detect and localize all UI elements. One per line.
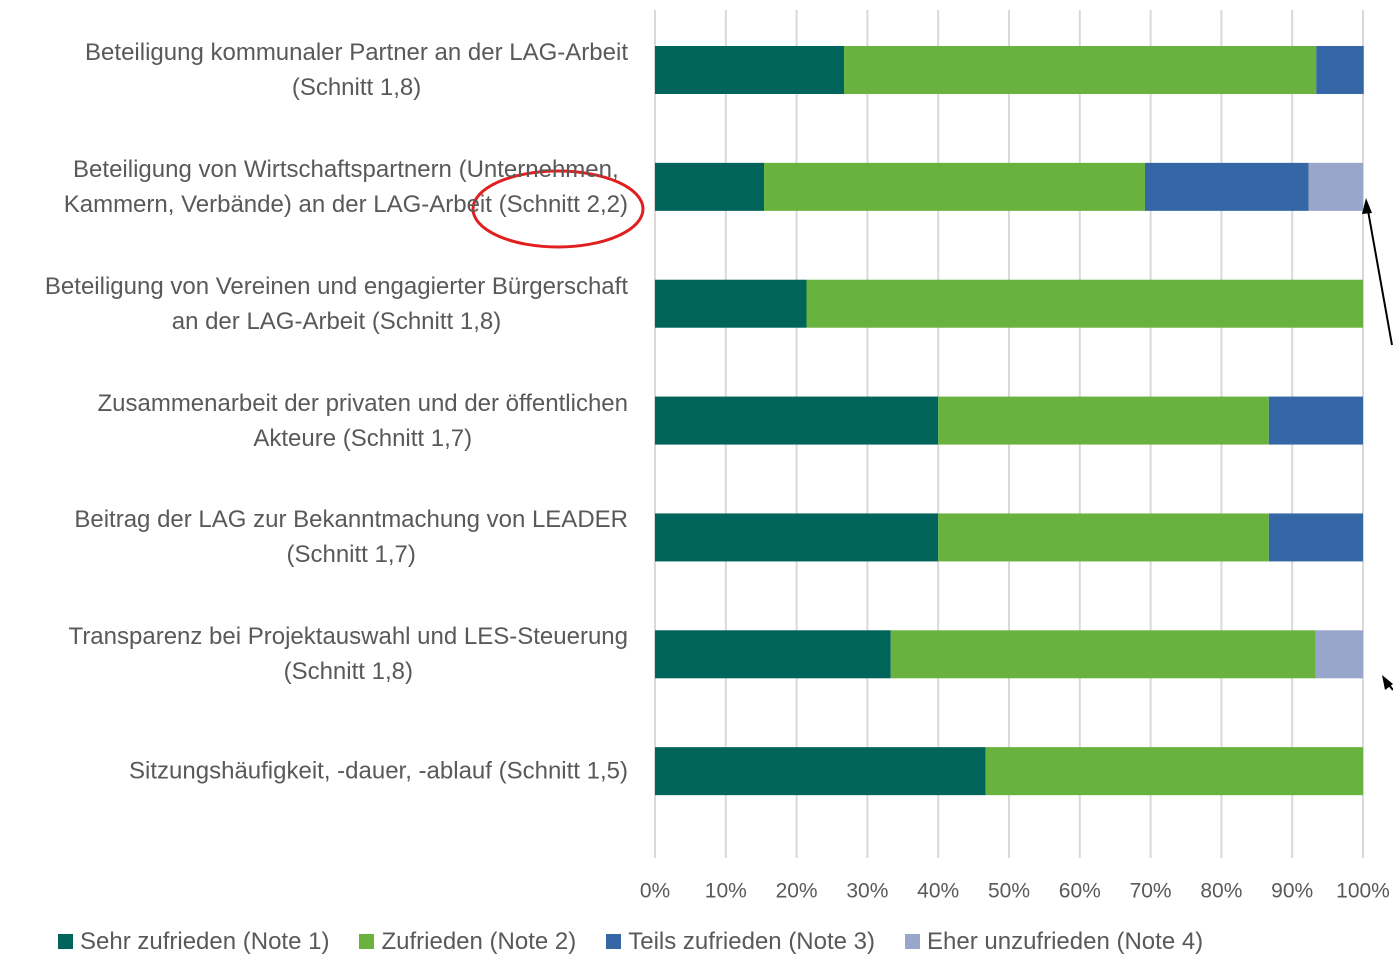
category-label: Beteiligung von Wirtschaftspartnern (Unt… [63, 155, 628, 218]
bar-segment [1308, 162, 1363, 211]
bar-segment [1144, 162, 1309, 211]
bar-segment [844, 46, 1317, 94]
bar-segment [1268, 396, 1363, 445]
x-tick-label: 30% [846, 880, 888, 903]
bar-segment [655, 162, 765, 211]
x-tick-label: 40% [917, 880, 959, 903]
x-tick-label: 80% [1200, 880, 1242, 903]
bars [655, 46, 1364, 796]
category-label: Beteiligung von Vereinen und engagierter… [44, 272, 628, 335]
arrow [1366, 204, 1393, 346]
legend-label: Teils zufrieden (Note 3) [628, 928, 876, 955]
bar-segment [655, 630, 891, 679]
x-tick-label: 10% [705, 880, 747, 903]
bar-segment [655, 747, 986, 796]
arrowhead [1382, 675, 1393, 690]
category-label: Beteiligung kommunaler Partner an der LA… [85, 39, 628, 101]
x-tick-label: 20% [776, 880, 818, 903]
bar-segment [1315, 630, 1363, 679]
x-tick-label: 50% [988, 880, 1030, 903]
x-tick-label: 70% [1130, 880, 1172, 903]
bar-segment [1316, 46, 1364, 94]
legend-label: Zufrieden (Note 2) [381, 928, 577, 955]
legend-item: Eher unzufrieden (Note 4) [905, 928, 1203, 956]
bar-segment [655, 513, 939, 562]
legend: Sehr zufrieden (Note 1) Zufrieden (Note 2… [58, 928, 1203, 956]
bar-segment [938, 396, 1269, 445]
legend-item: Zufrieden (Note 2) [359, 928, 576, 956]
legend-label: Eher unzufrieden (Note 4) [927, 928, 1204, 955]
bar-segment [938, 513, 1269, 562]
category-label: Zusammenarbeit der privaten und der öffe… [97, 389, 628, 452]
x-tick-label: 100% [1336, 880, 1390, 903]
legend-swatch [58, 934, 73, 949]
bar-segment [985, 747, 1363, 796]
legend-item: Sehr zufrieden (Note 1) [58, 928, 329, 956]
legend-label: Sehr zufrieden (Note 1) [80, 928, 330, 955]
bar-segment [655, 46, 845, 94]
bar-segment [1268, 513, 1363, 562]
highlight-ellipse [471, 169, 645, 249]
bar-segment [655, 279, 807, 328]
legend-swatch [606, 934, 622, 949]
bar-segment [655, 396, 939, 445]
legend-swatch [359, 934, 375, 949]
category-label: Beitrag der LAG zur Bekanntmachung von L… [74, 506, 628, 569]
x-tick-label: 60% [1059, 880, 1101, 903]
legend-swatch [905, 934, 921, 949]
bar-segment [764, 162, 1145, 211]
category-label: Transparenz bei Projektauswahl und LES-S… [68, 623, 628, 686]
x-tick-label: 0% [640, 880, 670, 903]
arrowhead [1362, 198, 1372, 214]
legend-item: Teils zufrieden (Note 3) [606, 928, 875, 956]
bar-segment [806, 279, 1363, 328]
bar-segment [890, 630, 1316, 679]
x-tick-label: 90% [1271, 880, 1313, 903]
category-label: Sitzungshäufigkeit, -dauer, -ablauf (Sch… [129, 757, 628, 785]
